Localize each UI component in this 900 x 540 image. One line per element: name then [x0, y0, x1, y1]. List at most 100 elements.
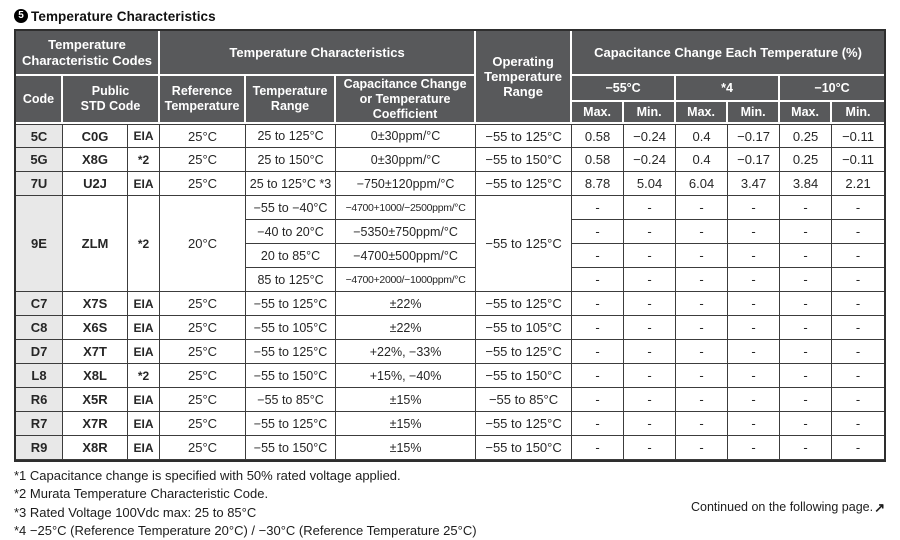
table-row: L8 X8L *2 25°C −55 to 150°C +15%, −40% −55 to …: [16, 364, 884, 389]
temp-range-cell: −55 to 125°C: [246, 340, 337, 365]
value-cell: -: [832, 364, 884, 389]
coefficient-cell: −4700+1000/−2500ppm/°C: [336, 196, 477, 221]
value-cell: -: [728, 196, 781, 221]
value-cell: -: [728, 220, 781, 245]
value-cell: -: [624, 436, 677, 461]
value-cell: 2.21: [832, 172, 884, 197]
value-cell: -: [624, 268, 677, 293]
table-row: 9E ZLM *2 20°C −55 to −40°C −4700+1000/−2500p…: [16, 196, 884, 293]
std-code-cell: U2J: [63, 172, 128, 197]
reference-temp-cell: 25°C: [160, 340, 247, 365]
continued-arrow-icon: ↗: [874, 499, 885, 515]
value-cell: -: [728, 436, 781, 461]
value-cell: -: [780, 412, 833, 437]
value-cell: -: [624, 244, 677, 269]
header-temp-characteristic-codes: Temperature Characteristic Codes: [16, 31, 161, 76]
temp-range-cell: −40 to 20°C: [246, 220, 337, 245]
table-row: 85 to 125°C −4700+2000/−1000ppm/°C - - - - - -: [16, 268, 884, 293]
operating-range-cell: −55 to 125°C: [476, 172, 573, 197]
reference-temp-cell: 25°C: [160, 412, 247, 437]
coefficient-cell: ±15%: [336, 436, 477, 461]
value-cell: -: [832, 268, 884, 293]
value-cell: 0.58: [572, 148, 625, 173]
table-row: 7U U2J EIA 25°C 25 to 125°C *3 −750±120ppm/°C…: [16, 172, 884, 197]
coefficient-cell: −4700±500ppm/°C: [336, 244, 477, 269]
eia-cell: EIA: [128, 340, 161, 365]
coefficient-cell: 0±30ppm/°C: [336, 148, 477, 173]
operating-range-cell: −55 to 150°C: [476, 364, 573, 389]
section-number-badge: 5: [14, 9, 28, 23]
table-row: R6 X5R EIA 25°C −55 to 85°C ±15% −55 to 85°C - -…: [16, 388, 884, 413]
value-cell: 5.04: [624, 172, 677, 197]
temp-range-cell: −55 to 105°C: [246, 316, 337, 341]
temp-range-cell: −55 to 125°C: [246, 292, 337, 317]
value-cell: -: [780, 388, 833, 413]
reference-temp-cell: 20°C: [160, 196, 247, 293]
value-cell: -: [572, 244, 625, 269]
coefficient-cell: +22%, −33%: [336, 340, 477, 365]
code-cell: D7: [16, 340, 63, 365]
temperature-characteristics-table-frame: Temperature Characteristic Codes Tempera…: [14, 29, 886, 463]
value-cell: -: [572, 316, 625, 341]
value-cell: -: [572, 436, 625, 461]
value-cell: -: [728, 388, 781, 413]
reference-temp-cell: 25°C: [160, 436, 247, 461]
value-cell: -: [676, 244, 729, 269]
value-cell: -: [676, 436, 729, 461]
value-cell: -: [624, 388, 677, 413]
table-row: −40 to 20°C −5350±750ppm/°C - - - - - -: [16, 220, 884, 245]
value-cell: -: [676, 364, 729, 389]
coefficient-cell: −750±120ppm/°C: [336, 172, 477, 197]
temp-range-cell: 20 to 85°C: [246, 244, 337, 269]
temp-range-cell: −55 to 150°C: [246, 436, 337, 461]
operating-range-cell: −55 to 125°C: [476, 292, 573, 317]
value-cell: -: [624, 316, 677, 341]
code-cell: 9E: [16, 196, 63, 293]
code-cell: 7U: [16, 172, 63, 197]
value-cell: -: [624, 340, 677, 365]
value-cell: -: [780, 364, 833, 389]
value-cell: -: [780, 436, 833, 461]
value-cell: 6.04: [676, 172, 729, 197]
table-header: Temperature Characteristic Codes Tempera…: [16, 31, 884, 125]
eia-cell: EIA: [128, 172, 161, 197]
coefficient-cell: ±22%: [336, 292, 477, 317]
footnote-2: *2 Murata Temperature Characteristic Cod…: [14, 486, 269, 502]
coefficient-cell: ±15%: [336, 388, 477, 413]
header-temp-star4: *4: [676, 76, 781, 103]
value-cell: -: [624, 196, 677, 221]
coefficient-cell: −4700+2000/−1000ppm/°C: [336, 268, 477, 293]
reference-temp-cell: 25°C: [160, 364, 247, 389]
value-cell: −0.17: [728, 148, 781, 173]
operating-range-cell: −55 to 125°C: [476, 412, 573, 437]
value-cell: -: [572, 412, 625, 437]
code-cell: 5G: [16, 148, 63, 173]
reference-temp-cell: 25°C: [160, 388, 247, 413]
reference-temp-cell: 25°C: [160, 316, 247, 341]
value-cell: -: [728, 412, 781, 437]
header-operating-temp-range: Operating Temperature Range: [476, 31, 573, 125]
footnote-3: *3 Rated Voltage 100Vdc max: 25 to 85°C: [14, 504, 257, 520]
value-cell: 0.25: [780, 124, 833, 149]
code-cell: 5C: [16, 124, 63, 149]
table-row: R7 X7R EIA 25°C −55 to 125°C ±15% −55 to 125°C…: [16, 412, 884, 437]
value-cell: -: [676, 268, 729, 293]
value-cell: 0.4: [676, 148, 729, 173]
temp-range-cell: −55 to 85°C: [246, 388, 337, 413]
value-cell: −0.24: [624, 148, 677, 173]
page-title: Temperature Characteristics: [31, 8, 216, 24]
value-cell: -: [676, 388, 729, 413]
value-cell: -: [676, 316, 729, 341]
std-code-cell: X7R: [63, 412, 128, 437]
operating-range-cell: −55 to 125°C: [476, 196, 573, 293]
continued-note: Continued on the following page. ↗: [691, 500, 885, 514]
value-cell: -: [832, 196, 884, 221]
value-cell: -: [624, 220, 677, 245]
temp-range-cell: 85 to 125°C: [246, 268, 337, 293]
header-row-groups: Temperature Characteristic Codes Tempera…: [16, 31, 884, 125]
footnotes: *1 Capacitance change is specified with …: [14, 467, 886, 540]
operating-range-cell: −55 to 85°C: [476, 388, 573, 413]
header-code: Code: [16, 76, 63, 125]
value-cell: -: [780, 220, 833, 245]
value-cell: -: [676, 412, 729, 437]
